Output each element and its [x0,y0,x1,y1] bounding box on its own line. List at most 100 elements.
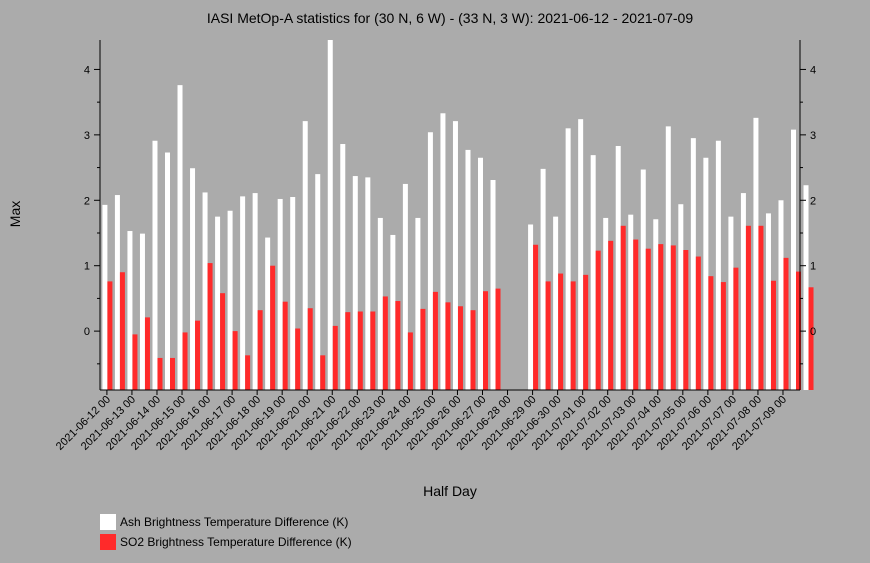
ash-bar [415,217,421,390]
so2-bar [796,271,801,390]
so2-bar [808,287,814,390]
ash-bar [252,193,258,390]
so2-bar [170,357,175,390]
so2-bar [470,310,476,390]
ash-bar [277,198,283,390]
so2-bar [420,308,426,390]
y-tick-label: 3 [84,130,90,142]
y-tick-label: 0 [84,326,90,338]
so2-bar [270,265,276,390]
so2-bar [232,331,238,390]
chart-title: IASI MetOp-A statistics for (30 N, 6 W) … [207,10,694,26]
ash-bar [127,231,133,390]
ash-bar [478,157,483,390]
so2-bar [533,244,539,390]
ash-bar [690,138,696,390]
so2-bar [207,263,213,390]
ash-bar [628,214,634,390]
ash-bar [340,144,346,390]
ash-bar [440,113,446,391]
ash-bar [152,140,158,390]
ash-bar [791,129,796,390]
so2-bar [495,288,501,390]
so2-bar [645,248,651,390]
y-tick-label: 4 [84,64,90,76]
so2-bar [720,282,726,390]
so2-bar [595,250,601,390]
y-tick-label-right: 2 [810,195,816,207]
so2-bar [570,281,576,390]
ash-bar [427,132,433,391]
ash-bar [240,196,246,390]
ash-bar [177,85,183,390]
ash-bar [365,177,371,390]
ash-bar [715,140,721,390]
y-tick-label-right: 3 [810,130,816,142]
ash-bar [565,128,571,390]
legend-item-ash: Ash Brightness Temperature Difference (K… [100,512,352,532]
ash-bar [540,168,546,390]
legend: Ash Brightness Temperature Difference (K… [100,512,352,552]
y-tick-label-right: 0 [810,326,816,338]
ash-bar [703,157,709,390]
ash-bar [452,121,458,391]
bar-layer [102,40,814,391]
so2-bar [745,225,751,390]
ash-bar [165,152,170,390]
so2-bar [295,328,301,390]
ash-bar [578,119,584,390]
ash-bar [390,234,396,390]
so2-bar [195,320,201,390]
so2-bar [357,311,363,390]
ash-bar [227,210,233,390]
ash-bar [465,149,471,390]
ash-bar [740,193,746,390]
y-tick-label-right: 4 [810,64,816,76]
so2-bar [670,245,676,390]
x-axis-label: Half Day [423,483,477,499]
ash-bar [765,213,771,390]
ash-bar [302,121,308,391]
ash-bar [603,217,609,390]
legend-label-ash: Ash Brightness Temperature Difference (K… [120,515,349,529]
y-tick-label: 2 [84,195,90,207]
ash-bar [803,185,809,390]
ash-bar [590,155,596,390]
so2-bar [620,225,626,390]
ash-bar [402,183,408,390]
so2-bar [483,291,488,390]
so2-bar [245,355,251,390]
ash-bar [615,145,621,390]
so2-bar [320,355,326,390]
so2-bar [395,301,401,390]
legend-item-so2: SO2 Brightness Temperature Difference (K… [100,532,352,552]
so2-bar [345,312,351,390]
ash-bar [678,204,684,390]
so2-bar [445,302,451,390]
ash-bar [528,224,534,390]
ash-bar [352,176,358,390]
so2-bar [695,256,701,390]
ash-bar [190,168,196,390]
ash-bar [202,192,208,390]
ash-bar [290,197,296,390]
so2-bar [370,311,376,390]
so2-bar [132,334,138,390]
ash-bar [139,233,145,390]
so2-bar [332,325,338,390]
legend-swatch-ash [100,514,116,530]
so2-bar [683,250,689,390]
ash-bar [102,204,108,390]
so2-bar [182,332,188,390]
ash-bar [553,216,559,390]
ash-bar [653,219,659,390]
so2-bar [407,332,413,390]
so2-bar [783,257,789,390]
ash-bar [665,126,671,391]
ash-bar [265,237,271,390]
so2-bar [257,310,263,390]
ash-bar [490,180,496,390]
so2-bar [119,272,125,390]
so2-bar [583,274,589,390]
